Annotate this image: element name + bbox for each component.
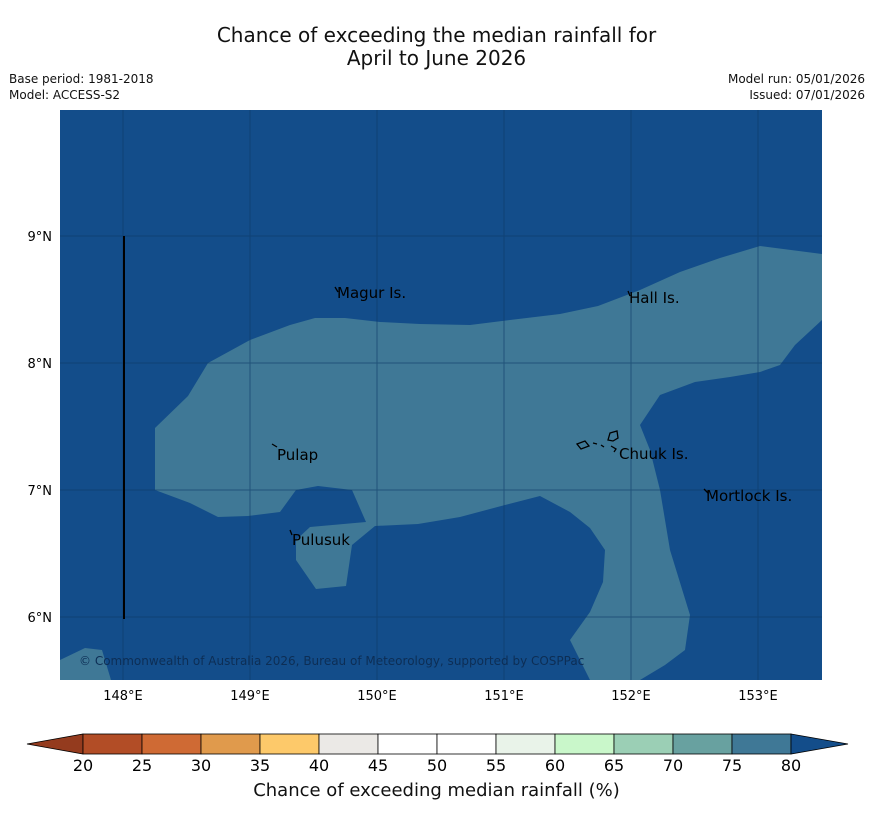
place-label-pulap: Pulap	[277, 446, 318, 464]
lat-label-9n: 9°N	[28, 230, 53, 245]
place-label-hall: Hall Is.	[629, 289, 680, 307]
lat-label-6n: 6°N	[28, 611, 53, 626]
colorbar: 20 25 30 35 40 45 50 55 60 65 70 75 80	[26, 733, 849, 775]
map-title-line-1: Chance of exceeding the median rainfall …	[216, 23, 657, 47]
colorbar-segment	[259, 733, 320, 755]
lat-label-8n: 8°N	[28, 357, 53, 372]
map-title-line-2: April to June 2026	[346, 46, 527, 70]
base-period-text: Base period: 1981-2018	[9, 72, 154, 86]
issued-text: Issued: 07/01/2026	[749, 88, 865, 102]
colorbar-segment	[495, 733, 556, 755]
region-75-80-southwest	[60, 648, 111, 680]
lon-label-153e: 153°E	[738, 689, 778, 704]
colorbar-tick-label: 45	[368, 756, 388, 775]
colorbar-below-arrow	[26, 733, 84, 755]
lon-label-151e: 151°E	[484, 689, 524, 704]
lon-label-150e: 150°E	[357, 689, 397, 704]
colorbar-segment	[672, 733, 733, 755]
colorbar-segment	[141, 733, 202, 755]
colorbar-segment	[731, 733, 792, 755]
colorbar-segment	[436, 733, 497, 755]
place-label-mortlock: Mortlock Is.	[706, 487, 792, 505]
colorbar-tick-label: 35	[250, 756, 270, 775]
colorbar-tick-label: 70	[663, 756, 683, 775]
lon-label-149e: 149°E	[230, 689, 270, 704]
colorbar-segment	[377, 733, 438, 755]
mortlock-island-shape	[703, 488, 709, 494]
right-metadata: Model run: 05/01/2026 Issued: 07/01/2026	[728, 71, 865, 103]
place-label-chuuk: Chuuk Is.	[619, 445, 688, 463]
colorbar-segment	[554, 733, 615, 755]
colorbar-tick-label: 55	[486, 756, 506, 775]
lon-label-148e: 148°E	[103, 689, 143, 704]
place-label-magur: Magur Is.	[337, 284, 406, 302]
colorbar-segment	[613, 733, 674, 755]
colorbar-tick-label: 60	[545, 756, 565, 775]
pulusuk-island-shape	[289, 529, 293, 536]
lon-label-152e: 152°E	[611, 689, 651, 704]
colorbar-tick-label: 25	[132, 756, 152, 775]
colorbar-above-arrow	[790, 733, 849, 755]
island-coastlines	[271, 286, 709, 536]
pulap-island-shape	[271, 443, 278, 448]
colorbar-tick-label: 65	[604, 756, 624, 775]
left-metadata: Base period: 1981-2018 Model: ACCESS-S2	[9, 71, 154, 103]
colorbar-tick-label: 20	[73, 756, 93, 775]
colorbar-tick-label: 80	[781, 756, 801, 775]
colorbar-tick-label: 75	[722, 756, 742, 775]
lat-label-7n: 7°N	[28, 484, 53, 499]
region-75-80-main	[155, 246, 822, 680]
model-text: Model: ACCESS-S2	[9, 88, 121, 102]
colorbar-segment	[82, 733, 143, 755]
colorbar-tick-label: 40	[309, 756, 329, 775]
map-gridlines	[60, 110, 822, 680]
model-run-text: Model run: 05/01/2026	[727, 72, 865, 86]
probability-region-75-80	[60, 246, 822, 680]
place-label-pulusuk: Pulusuk	[292, 531, 350, 549]
colorbar-segment	[200, 733, 261, 755]
colorbar-segment	[318, 733, 379, 755]
chuuk-island-shapes	[575, 430, 619, 453]
magur-island-shape	[334, 286, 339, 293]
colorbar-tick-label: 50	[427, 756, 447, 775]
colorbar-label: Chance of exceeding median rainfall (%)	[253, 780, 620, 801]
colorbar-tick-label: 30	[191, 756, 211, 775]
copyright-watermark: © Commonwealth of Australia 2026, Bureau…	[79, 654, 584, 668]
hall-island-shape	[627, 290, 631, 297]
